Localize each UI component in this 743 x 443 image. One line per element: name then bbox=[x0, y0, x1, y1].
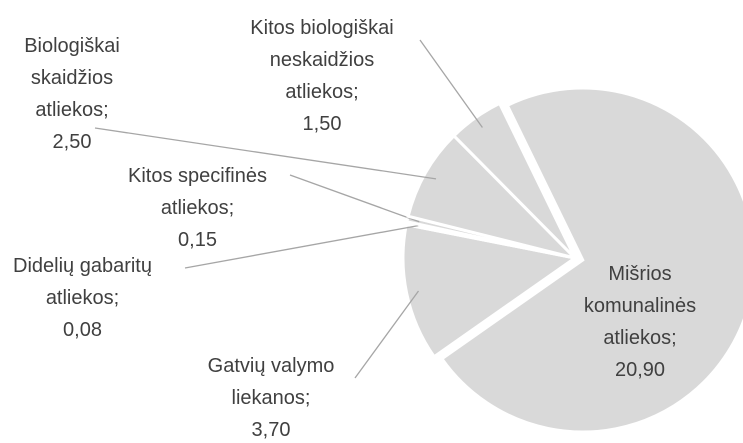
label-separator: ; bbox=[228, 197, 235, 219]
value-label: 0,15 bbox=[178, 229, 217, 251]
pie-slice bbox=[401, 222, 579, 359]
pie-slice bbox=[406, 133, 580, 261]
category-label: Kitos biologiškai neskaidžios atliekos bbox=[250, 17, 394, 103]
leader-line bbox=[94, 127, 437, 180]
category-label: Kitos specifinės atliekos bbox=[128, 165, 267, 219]
category-label: Didelių gabaritų atliekos bbox=[13, 255, 152, 309]
data-label: Kitos biologiškai neskaidžios atliekos; 1… bbox=[232, 12, 412, 140]
label-separator: ; bbox=[113, 287, 120, 309]
value-label: 1,50 bbox=[302, 113, 342, 135]
leader-line bbox=[419, 39, 483, 128]
category-label: Gatvių valymo liekanos bbox=[207, 355, 335, 409]
label-separator: ; bbox=[671, 327, 677, 349]
leader-line bbox=[289, 174, 420, 223]
data-label: Didelių gabaritų atliekos; 0,08 bbox=[0, 250, 165, 346]
label-separator: ; bbox=[353, 81, 359, 103]
data-label: Gatvių valymo liekanos; 3,70 bbox=[196, 350, 346, 443]
data-label: Kitos specifinės atliekos; 0,15 bbox=[110, 160, 285, 256]
label-separator: ; bbox=[304, 387, 311, 409]
category-label: Biologiškai skaidžios atliekos bbox=[24, 35, 120, 121]
category-label: Mišrios komunalinės atliekos bbox=[583, 263, 697, 349]
value-label: 2,50 bbox=[52, 131, 92, 153]
pie-slice bbox=[439, 86, 743, 434]
label-separator: ; bbox=[103, 99, 109, 121]
data-label: Biologiškai skaidžios atliekos; 2,50 bbox=[12, 30, 132, 158]
data-label: Mišrios komunalinės atliekos; 20,90 bbox=[575, 258, 705, 386]
leader-line bbox=[354, 290, 420, 379]
value-label: 0,08 bbox=[63, 319, 102, 341]
value-label: 3,70 bbox=[251, 419, 291, 441]
leader-line bbox=[184, 224, 419, 269]
value-label: 20,90 bbox=[614, 359, 666, 381]
